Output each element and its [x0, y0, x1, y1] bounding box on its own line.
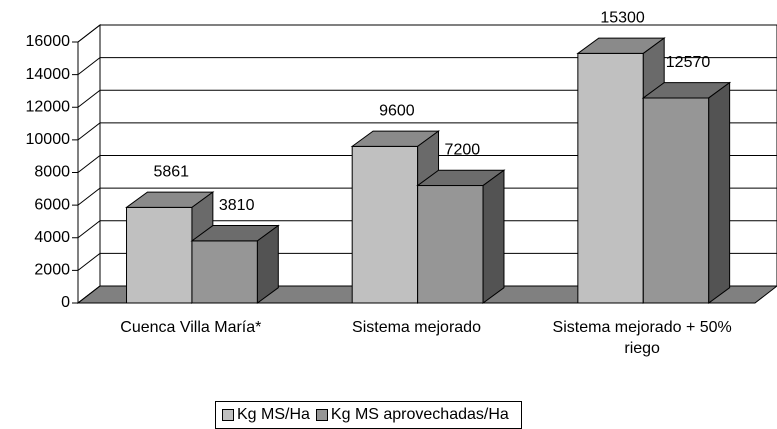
- bar-side: [708, 81, 731, 304]
- grid-line: [77, 122, 777, 141]
- x-tick-label: Cuenca Villa María*: [120, 319, 262, 336]
- legend-label: Kg MS aprovechadas/Ha: [330, 406, 509, 423]
- value-label: 5861: [153, 163, 189, 180]
- grid-line: [77, 155, 777, 173]
- bar-side: [256, 224, 279, 304]
- legend: Kg MS/Ha Kg MS aprovechadas/Ha: [215, 401, 522, 429]
- legend-item: Kg MS/Ha: [222, 406, 310, 424]
- grid-line: [77, 252, 777, 271]
- grid-line: [77, 187, 777, 206]
- legend-item: Kg MS aprovechadas/Ha: [315, 406, 509, 424]
- bar: [351, 145, 419, 304]
- value-label: 9600: [379, 102, 415, 119]
- legend-label: Kg MS/Ha: [237, 406, 310, 423]
- bar: [577, 52, 644, 304]
- grid-line: [77, 24, 777, 43]
- bar: [126, 206, 193, 304]
- grid-line: [77, 220, 777, 239]
- bar: [191, 240, 258, 304]
- bar: [642, 97, 710, 304]
- grid-line: [77, 57, 777, 76]
- grid-line: [77, 285, 777, 304]
- x-tick-label: Sistema mejorado + 50% riego: [552, 319, 732, 357]
- bar: [417, 185, 484, 304]
- value-label: 7200: [445, 141, 481, 158]
- legend-swatch: [315, 409, 328, 421]
- y-tick-label: 16000: [26, 33, 71, 50]
- y-tick-label: 0: [61, 294, 70, 311]
- y-tick-label: 2000: [34, 262, 70, 279]
- y-tick-label: 10000: [26, 131, 71, 148]
- value-label: 15300: [600, 9, 645, 26]
- x-tick-label: Sistema mejorado: [352, 319, 481, 336]
- legend-swatch: [222, 409, 234, 421]
- y-tick-label: 8000: [34, 164, 70, 181]
- y-tick-label: 6000: [34, 196, 70, 213]
- bar-side: [482, 169, 505, 304]
- y-tick-label: 4000: [34, 229, 70, 246]
- grid-line: [77, 89, 777, 108]
- y-tick-label: 12000: [26, 98, 71, 115]
- value-label: 12570: [666, 54, 711, 71]
- value-label: 3810: [219, 197, 255, 214]
- y-tick-label: 14000: [26, 66, 71, 83]
